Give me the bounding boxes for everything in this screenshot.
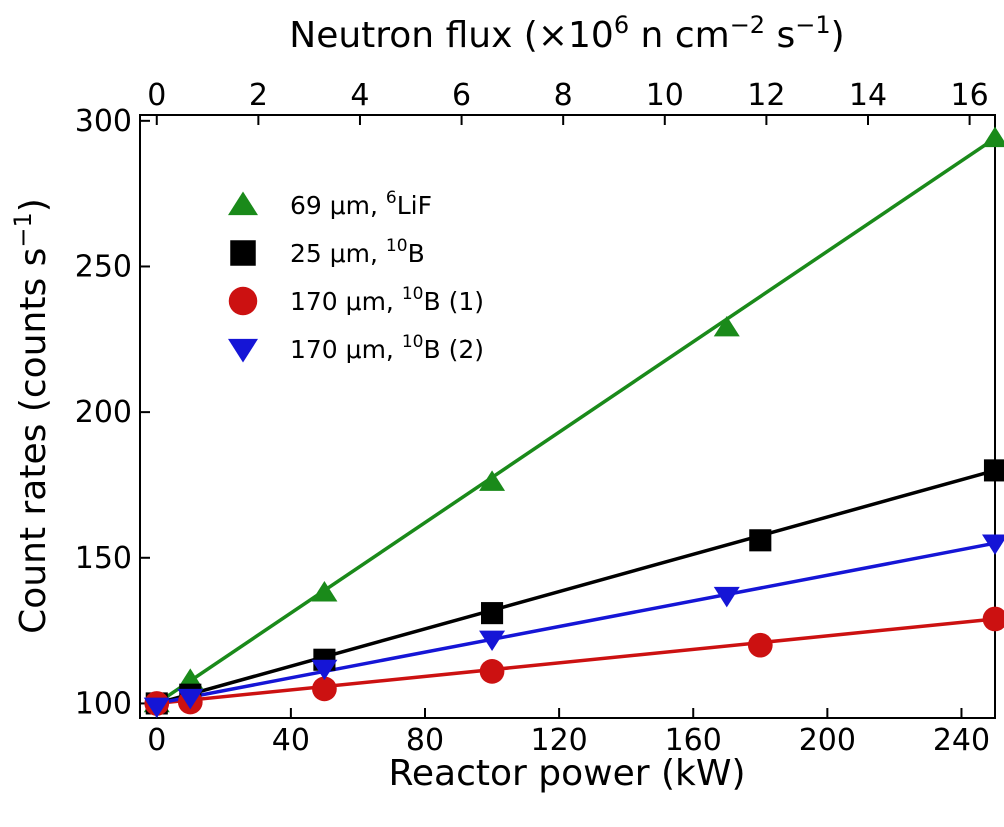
legend-label: 25 μm, 10B [290, 236, 425, 268]
legend: 69 μm, 6LiF 25 μm, 10B 170 μm, 10B (1) 170 … [228, 188, 484, 364]
x-tick-label: 40 [272, 723, 310, 758]
fit-line [156, 541, 996, 706]
y-tick-label: 100 [75, 686, 132, 721]
data-point [311, 581, 338, 602]
data-markers [143, 126, 1004, 719]
legend-marker [228, 338, 258, 363]
x-axis-title: Reactor power (kW) [388, 753, 745, 794]
x2-axis-title: Neutron flux (×106 n cm−2 s−1) [289, 11, 844, 56]
x2-tick-label: 14 [849, 78, 887, 113]
x-tick-label: 160 [665, 723, 722, 758]
data-point [747, 632, 773, 658]
data-point [713, 586, 740, 608]
data-point [479, 659, 505, 684]
y-tick-label: 150 [75, 541, 132, 576]
data-point [479, 630, 506, 652]
legend-label: 69 μm, 6LiF [290, 188, 432, 220]
plot-frame [139, 114, 996, 719]
data-point [983, 459, 1004, 482]
x2-tick-label: 4 [350, 78, 369, 113]
data-point [312, 676, 337, 702]
x2-tick-label: 10 [646, 78, 684, 113]
data-point [713, 315, 740, 337]
data-point [982, 606, 1004, 632]
legend-marker [228, 191, 258, 216]
legend-label: 170 μm, 10B (2) [290, 332, 484, 364]
fit-line [156, 617, 996, 706]
x-tick-label: 200 [799, 723, 856, 758]
y-axis-title: Count rates (counts s−1) [9, 198, 54, 634]
data-point [311, 659, 338, 681]
x2-tick-label: 12 [747, 78, 785, 113]
x2-tick-label: 0 [147, 78, 166, 113]
x2-tick-label: 16 [951, 78, 989, 113]
y-tick-label: 250 [75, 249, 132, 284]
x-tick-label: 120 [530, 723, 587, 758]
data-point [177, 688, 204, 710]
x-axis-ticks: 0 40 80 120 160 200 240 [147, 708, 990, 758]
data-point [982, 126, 1004, 148]
x-tick-label: 240 [933, 723, 990, 758]
x2-axis-ticks: 0 2 4 6 8 10 12 14 16 [147, 78, 989, 125]
data-point [749, 529, 772, 552]
data-point [479, 470, 506, 491]
legend-marker [228, 286, 258, 316]
fit-line [155, 136, 996, 705]
data-point [982, 534, 1004, 555]
y-axis-ticks: 100 150 200 250 300 [75, 104, 150, 721]
x-tick-label: 80 [406, 723, 444, 758]
x2-tick-label: 8 [554, 78, 573, 113]
legend-label: 170 μm, 10B (1) [290, 284, 484, 316]
data-point [481, 602, 504, 625]
x-tick-label: 0 [147, 723, 166, 758]
data-point [143, 697, 170, 719]
y-tick-label: 200 [75, 395, 132, 430]
y-tick-label: 300 [75, 104, 132, 139]
x2-tick-label: 2 [249, 78, 268, 113]
legend-marker [230, 240, 256, 266]
fit-line [156, 468, 996, 706]
fit-lines [155, 136, 996, 706]
x2-tick-label: 6 [452, 78, 471, 113]
